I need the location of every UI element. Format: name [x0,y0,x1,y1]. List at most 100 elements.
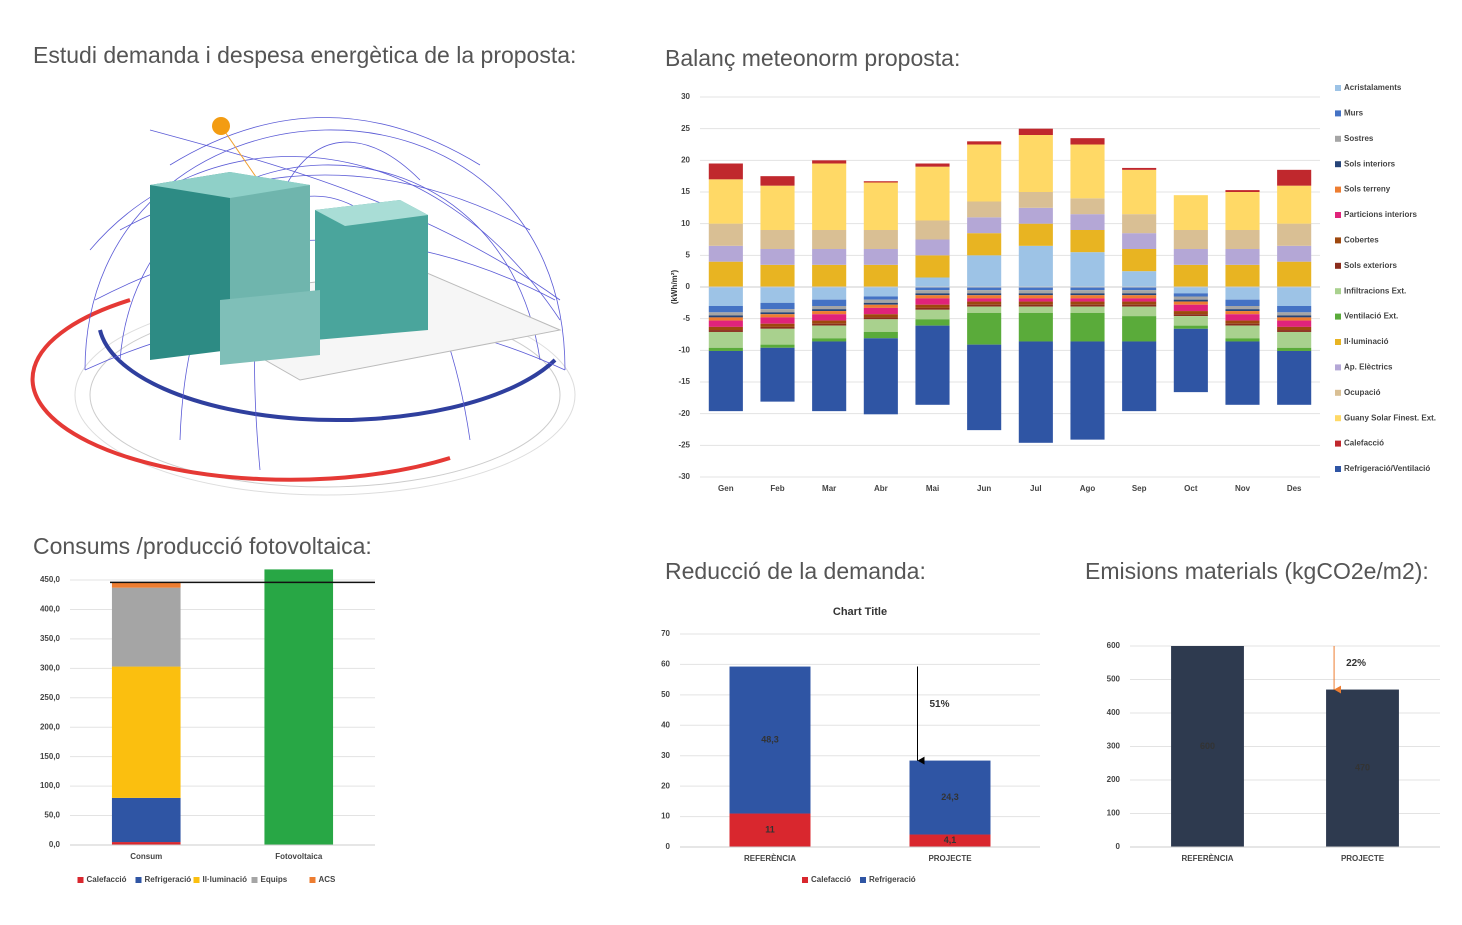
bar [967,217,1002,234]
bar [708,163,743,180]
data-label: 600 [1200,741,1215,751]
legend-swatch [135,877,142,883]
bar [1122,301,1157,305]
y-tick-label: -10 [678,345,690,354]
bar [729,666,811,814]
bar [863,317,898,320]
bar [1018,306,1053,313]
bar [708,331,743,348]
bar [1277,185,1312,224]
bar [915,220,950,240]
bar [909,834,991,847]
bar [1173,195,1208,230]
bar [1122,293,1157,296]
y-tick-label: 400,0 [40,605,61,614]
bar [760,317,795,324]
y-tick-label: 20 [681,155,690,164]
bar [1173,264,1208,287]
legend-label: Murs [1344,109,1364,118]
y-tick-label: 250,0 [40,693,61,702]
data-label: 470 [1355,763,1370,773]
bar [1225,341,1260,405]
bar [863,331,898,339]
bar [863,319,898,332]
bar [708,223,743,246]
bar [915,277,950,287]
x-tick-label: Nov [1235,484,1251,493]
bar [111,842,181,845]
bar [1018,287,1053,291]
bar [863,264,898,287]
legend-label: Sols interiors [1344,159,1396,168]
bar [1018,298,1053,302]
data-label: 48,3 [761,734,779,744]
legend-label: ACS [319,875,337,884]
bar [1225,325,1260,339]
bar [1122,306,1157,317]
legend-swatch [1335,466,1341,472]
bar [812,249,847,265]
chart-subtitle: Chart Title [833,606,887,618]
legend-swatch [77,877,84,883]
bar [1018,312,1053,342]
y-tick-label: 150,0 [40,752,61,761]
x-tick-label: PROJECTE [928,854,972,863]
bar [915,309,950,320]
legend-swatch [1335,288,1341,295]
x-tick-label: Gen [718,484,734,493]
bar [1173,316,1208,326]
data-label: 11 [765,825,775,835]
bar [1173,293,1208,297]
y-tick-label: 300,0 [40,663,61,672]
bar [1070,287,1105,291]
bar [1070,306,1105,313]
bar [863,307,898,315]
bar [1277,350,1312,405]
bar [1070,341,1105,440]
illustration-title: Estudi demanda i despesa energètica de l… [33,42,576,68]
bar [1173,296,1208,300]
y-tick-label: 30 [661,751,670,760]
bar [1277,312,1312,316]
data-label: 24,3 [941,792,959,802]
bar [1122,290,1157,294]
bar [1277,287,1312,306]
bar [708,347,743,351]
bar [915,304,950,308]
legend-label: Particions interiors [1344,210,1417,219]
bar [1225,192,1260,230]
x-tick-label: Des [1287,484,1302,493]
y-tick-label: 40 [661,720,670,729]
bar [1018,293,1053,296]
bar [1070,230,1105,253]
x-tick-label: Sep [1132,484,1147,493]
bar [760,344,795,348]
bar [1225,230,1260,249]
data-label: 4,1 [944,835,957,845]
x-tick-label: PROJECTE [1341,854,1385,863]
y-tick-label: -20 [678,409,690,418]
bar [760,312,795,315]
bar [1122,304,1157,307]
bar [729,813,811,847]
bar [708,330,743,332]
bar [1070,304,1105,307]
x-tick-label: Oct [1184,484,1198,493]
y-tick-label: 0 [686,282,691,291]
bar [1173,287,1208,294]
x-tick-label: Mar [822,484,836,493]
bar [760,326,795,329]
bar [1122,214,1157,234]
bar [1173,325,1208,329]
bar [111,666,181,798]
bar [967,290,1002,294]
legend-swatch [1335,212,1341,218]
legend-label: Ocupació [1344,388,1381,397]
bar [863,304,898,308]
legend-label: Ventilació Ext. [1344,312,1398,321]
bar [1018,223,1053,246]
y-tick-label: 200 [1107,775,1121,784]
x-tick-label: Jul [1030,484,1042,493]
legend-label: Equips [261,875,288,884]
